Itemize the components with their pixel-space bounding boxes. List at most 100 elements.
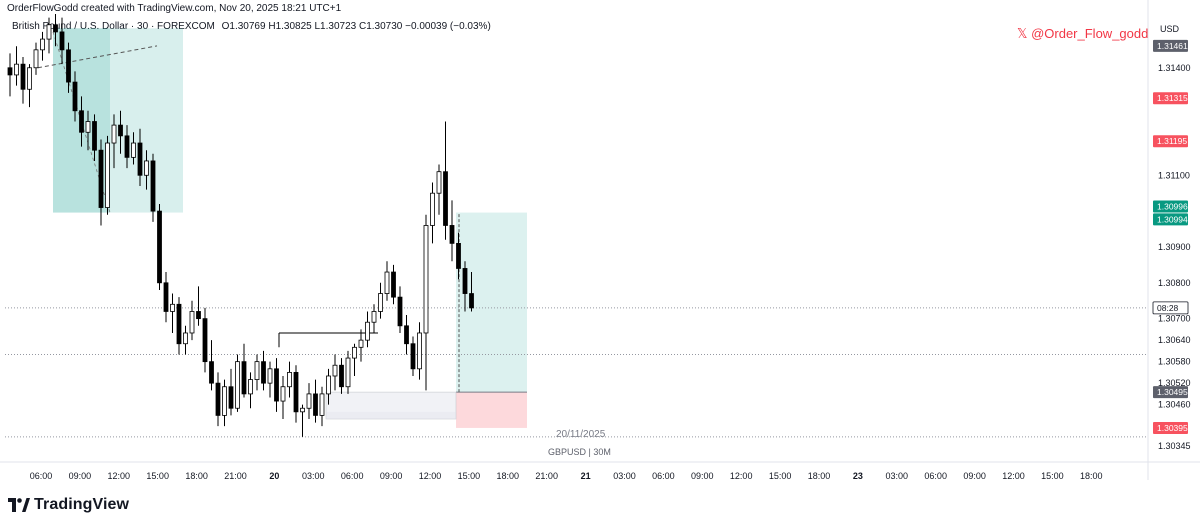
candle-up: [183, 332, 188, 345]
candle-down: [209, 361, 214, 384]
candle-down: [462, 268, 468, 294]
price-tick-label: 1.30900: [1158, 242, 1191, 252]
candle-up: [423, 225, 429, 334]
candle-down: [313, 393, 318, 416]
candle-down: [274, 368, 279, 402]
candle-up: [254, 361, 260, 380]
candle-up: [248, 379, 253, 395]
date-label: 20/11/2025: [556, 429, 606, 440]
candle-up: [287, 371, 292, 388]
currency-button[interactable]: USD: [1160, 24, 1180, 34]
time-tick-label: 06:00: [924, 471, 947, 481]
price-tick-label: 1.30640: [1158, 335, 1191, 345]
candle-up: [384, 271, 390, 294]
price-tick-label: 1.30460: [1158, 400, 1191, 410]
price-badge-label: 1.30994: [1157, 214, 1188, 224]
entry-dashed-line: [37, 45, 158, 69]
candle-up: [306, 393, 312, 409]
profit-zone-2: [456, 212, 527, 393]
candle-up: [85, 121, 91, 133]
candle-down: [404, 325, 409, 345]
price-badge: [1153, 92, 1188, 105]
candle-down: [150, 160, 156, 212]
price-tick-label: 1.30520: [1158, 378, 1191, 388]
price-badge: [1153, 39, 1188, 52]
price-badge: [1153, 213, 1188, 226]
time-tick-label: 12:00: [1002, 471, 1025, 481]
liquidity-zone-lower: [326, 411, 456, 419]
time-tick-label: 09:00: [691, 471, 714, 481]
candle-up: [40, 38, 45, 51]
time-tick-label: 15:00: [769, 471, 792, 481]
price-badge-label: 1.30495: [1157, 387, 1188, 397]
candle-up: [46, 24, 52, 40]
candle-down: [7, 67, 13, 76]
symbol-name[interactable]: British Pound / U.S. Dollar · 30 · FOREX…: [12, 21, 215, 32]
candle-down: [53, 24, 58, 33]
time-tick-label: 06:00: [30, 471, 53, 481]
candle-up: [332, 364, 338, 377]
open-value: O1.30769: [221, 21, 266, 32]
tradingview-logo[interactable]: TradingView: [8, 496, 129, 514]
candle-down: [137, 142, 143, 176]
candle-up: [319, 393, 325, 416]
candle-down: [124, 135, 130, 158]
candle-up: [345, 357, 351, 388]
candle-down: [241, 361, 247, 395]
low-value: L1.30723: [314, 21, 357, 32]
price-badge: [1153, 421, 1188, 434]
x-handle-watermark: 𝕏 @Order_Flow_godd: [1017, 26, 1149, 41]
candle-up: [189, 311, 195, 334]
price-badge: [1153, 200, 1188, 213]
loss-zone-2: [456, 392, 527, 428]
symbol-interval-label: GBPUSD | 30M: [548, 447, 611, 457]
high-value: H1.30825: [268, 21, 312, 32]
price-badge-label: 08:28: [1157, 303, 1179, 313]
price-badge-label: 1.31315: [1157, 93, 1188, 103]
candle-down: [79, 110, 84, 133]
price-badge: [1153, 386, 1188, 399]
candle-down: [72, 81, 78, 112]
candle-down: [118, 124, 123, 137]
candle-down: [410, 343, 416, 370]
time-tick-label: 20: [269, 471, 279, 481]
time-tick-label: 09:00: [380, 471, 403, 481]
candle-up: [144, 160, 149, 176]
candle-down: [92, 121, 97, 151]
time-tick-label: 15:00: [1041, 471, 1064, 481]
candle-up: [105, 142, 110, 208]
candle-up: [235, 361, 240, 409]
candle-up: [267, 368, 273, 384]
candle-up: [365, 321, 370, 341]
candle-down: [397, 296, 403, 327]
time-tick-label: 15:00: [146, 471, 169, 481]
time-tick-label: 21: [581, 471, 591, 481]
candle-down: [66, 49, 71, 83]
candle-up: [300, 407, 305, 413]
time-tick-label: 03:00: [886, 471, 909, 481]
candle-up: [326, 375, 331, 395]
candle-up: [111, 124, 117, 144]
price-badge-label: 1.30996: [1157, 201, 1188, 211]
candle-up: [430, 192, 435, 226]
candle-down: [391, 271, 396, 298]
candle-down: [456, 242, 461, 269]
time-tick-label: 21:00: [535, 471, 558, 481]
time-tick-label: 09:00: [69, 471, 92, 481]
tradingview-icon: [8, 498, 30, 512]
candle-up: [131, 142, 136, 158]
time-tick-label: 06:00: [652, 471, 675, 481]
candle-up: [14, 63, 19, 76]
time-tick-label: 12:00: [419, 471, 442, 481]
candle-down: [20, 63, 26, 90]
time-tick-label: 09:00: [963, 471, 986, 481]
price-badge: [1152, 301, 1189, 315]
time-tick-label: 18:00: [808, 471, 831, 481]
chart-header: OrderFlowGodd created with TradingView.c…: [7, 3, 342, 14]
symbol-legend[interactable]: British Pound / U.S. Dollar · 30 · FOREX…: [12, 21, 491, 32]
time-tick-label: 23: [853, 471, 863, 481]
candle-up: [33, 49, 39, 69]
candle-up: [170, 303, 175, 312]
price-tick-label: 1.31400: [1158, 63, 1191, 73]
